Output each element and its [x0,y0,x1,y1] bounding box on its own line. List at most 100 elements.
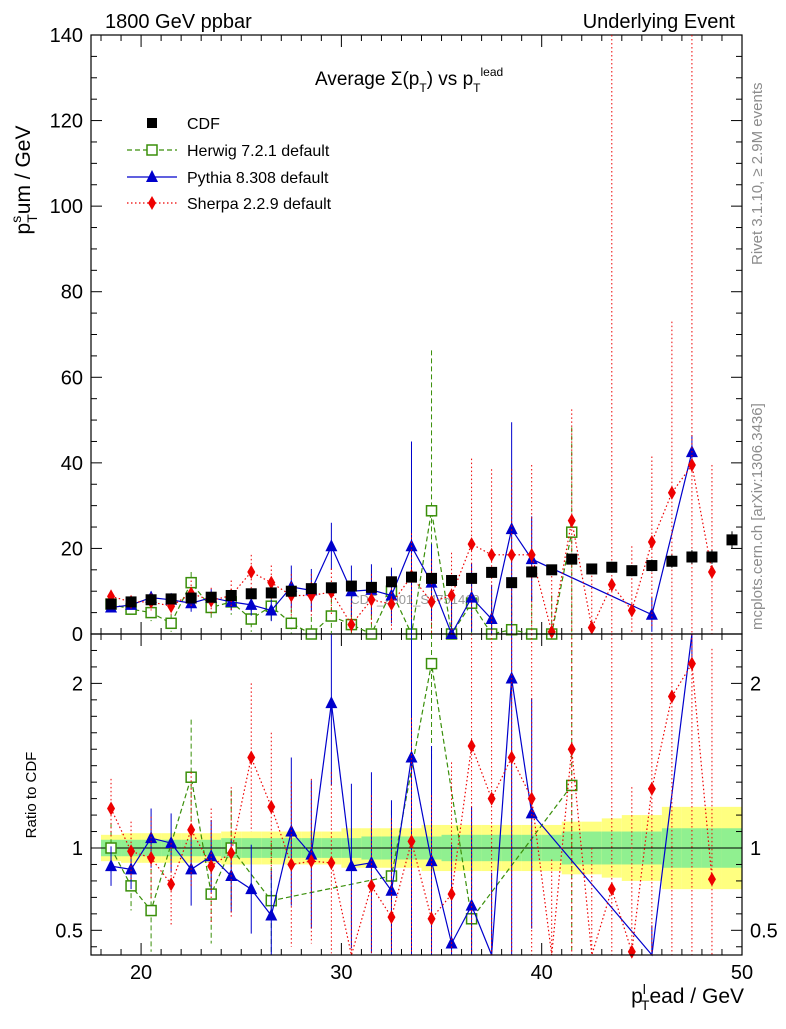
main-sherpa-point [607,577,616,592]
main-sherpa-point [647,535,656,550]
main-cdf-point [446,575,458,587]
ratio-sherpa-point [687,656,696,671]
legend-item-pythia: Pythia 8.308 default [127,170,329,187]
main-cdf-point [385,576,397,588]
ratio-y-tick-label: 1 [72,838,83,860]
main-y-axis-label-rest: um / GeV [12,126,35,215]
main-y-tick-label: 60 [61,367,83,389]
ratio-sherpa-point [387,910,396,925]
main-cdf-point [666,555,678,567]
main-cdf-point [365,581,377,593]
ratio-pythia-point [225,868,238,881]
ratio-sherpa-point [607,882,616,897]
watermark-label: CDF_2001_S4751469 [350,592,479,607]
main-cdf-point [726,534,738,546]
main-herwig-point [325,610,338,622]
header-right-label: Underlying Event [583,11,736,33]
main-sherpa-point [247,564,256,579]
main-herwig-point [165,617,177,630]
main-herwig-point [285,617,298,630]
main-sherpa-point [547,624,556,639]
ratio-sherpa-point [647,781,656,796]
ratio-pythia-point [385,883,398,896]
ratio-herwig-point [425,657,438,670]
ratio-y-tick-label: 1 [750,838,761,860]
main-cdf-point [546,564,558,576]
main-pythia-point [245,597,258,610]
ratio-sherpa-point [627,944,636,959]
ratio-y-axis-label: Ratio to CDF [23,752,40,839]
ratio-sherpa-point [147,850,156,865]
main-herwig-point [565,526,578,538]
main-sherpa-point [587,620,596,635]
main-pythia-point [405,539,418,552]
main-cdf-point [466,572,478,584]
ratio-herwig-line [110,663,573,921]
x-axis-label-sub: T [641,997,650,1013]
ratio-pythia-point [505,671,518,684]
ratio-series-layer [105,633,716,959]
ratio-sherpa-point [707,872,716,887]
plot-title-sub2: T [473,81,481,95]
main-cdf-point [646,560,658,572]
main-cdf-point [405,571,417,583]
main-pythia-point [385,588,398,601]
main-sherpa-point [367,592,376,607]
ratio-y-axis: 0.5 0.5 1 1 2 2 [55,649,778,948]
legend-marker-herwig [146,144,158,156]
ratio-sherpa-series [107,634,716,959]
main-herwig-point [145,606,157,619]
main-cdf-point [566,553,578,565]
plot-title-close: ) vs p [427,69,473,90]
ratio-sherpa-point [207,859,216,874]
ratio-pythia-line [110,633,693,957]
plot-title: Average Σ(pT) vs pTlead [315,65,503,95]
legend-label-pythia: Pythia 8.308 default [187,170,329,187]
main-cdf-point [325,582,337,594]
main-sherpa-point [267,575,276,590]
main-cdf-series [105,531,738,610]
main-cdf-point [626,565,638,577]
main-sherpa-point [467,537,476,552]
main-sherpa-point [707,564,716,579]
legend-label-cdf: CDF [187,116,220,133]
ratio-sherpa-point [667,689,676,704]
ratio-sherpa-point [127,844,136,859]
main-pythia-point [325,539,338,552]
main-sherpa-point [507,547,516,562]
x-axis-label: pl Tead / GeV [631,981,744,1013]
ratio-sherpa-point [447,887,456,902]
header-left-label: 1800 GeV ppbar [105,11,252,33]
main-y-axis-label-p: p [12,223,35,235]
main-y-tick-label: 120 [50,111,83,133]
legend: CDF Herwig 7.2.1 default Pythia 8.308 de… [127,116,332,213]
legend-item-herwig: Herwig 7.2.1 default [127,143,330,160]
main-cdf-point [345,580,357,592]
ratio-sherpa-point [167,877,176,892]
main-cdf-point [125,596,137,608]
main-cdf-point [285,585,297,597]
main-cdf-point [225,589,237,601]
main-y-tick-label: 40 [61,453,83,475]
ratio-herwig-series [105,634,578,955]
ratio-y-tick-label: 2 [750,673,761,695]
ratio-sherpa-point [367,878,376,893]
ratio-pythia-point [165,836,178,849]
main-cdf-point [105,598,117,610]
main-sherpa-point [567,513,576,528]
x-tick-label: 20 [130,962,152,984]
ratio-sherpa-point [567,742,576,757]
ratio-sherpa-point [247,750,256,765]
main-y-axis-label-sup: s [8,216,24,223]
main-cdf-point [426,572,438,584]
ratio-sherpa-point [527,791,536,806]
main-y-axis-label-sub: T [24,214,40,223]
ratio-pythia-point [265,908,278,921]
main-cdf-point [586,563,598,575]
legend-item-sherpa: Sherpa 2.2.9 default [127,196,332,213]
main-cdf-point [526,566,538,578]
plot-title-sigma: Σ(p [391,69,420,90]
main-cdf-point [606,561,618,573]
main-cdf-point [506,577,518,589]
